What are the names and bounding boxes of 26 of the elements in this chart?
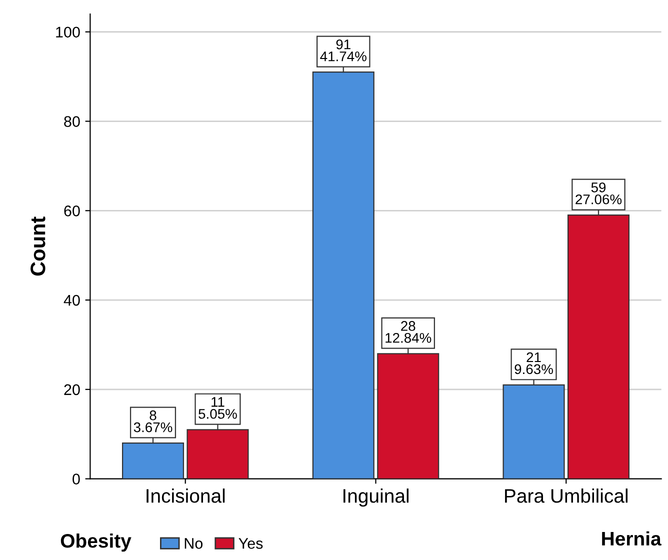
y-tick-label: 100: [56, 26, 80, 38]
x-tick-label: Para Umbilical: [505, 488, 628, 503]
data-label: 8 3.67%: [134, 410, 172, 432]
data-label: 59 27.06%: [576, 182, 622, 204]
bar: [502, 384, 565, 479]
bar: [312, 72, 374, 479]
y-tick-label: 20: [64, 384, 80, 396]
data-label: 91 41.74%: [320, 39, 366, 62]
bar: [122, 442, 184, 479]
legend-title: Obesity: [60, 533, 132, 552]
x-tick-label: Inguinal: [343, 488, 409, 507]
x-axis-title: Hernia: [602, 531, 662, 546]
bar: [567, 214, 630, 479]
y-axis-title: Count: [30, 216, 46, 276]
legend-label: No: [184, 538, 203, 549]
data-label: 21 9.63%: [514, 352, 553, 374]
data-label: 28 12.84%: [386, 321, 432, 343]
bar: [186, 429, 249, 479]
y-tick-label: 40: [64, 294, 80, 306]
legend-label: Yes: [238, 538, 263, 549]
x-tick-label: Incisional: [146, 488, 225, 503]
y-tick-label: 80: [64, 116, 80, 127]
bar: [377, 353, 440, 479]
y-tick-label: 60: [64, 206, 80, 216]
data-label: 11 5.05%: [198, 397, 237, 419]
y-tick-label: 0: [72, 474, 80, 484]
